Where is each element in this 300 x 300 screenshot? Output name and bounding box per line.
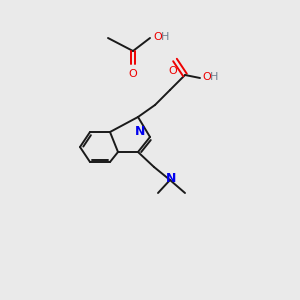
- Text: N: N: [166, 172, 176, 185]
- Text: O: O: [153, 32, 162, 42]
- Text: H: H: [210, 72, 218, 82]
- Text: N: N: [135, 125, 145, 138]
- Text: O: O: [129, 69, 137, 79]
- Text: H: H: [161, 32, 170, 42]
- Text: O: O: [202, 72, 211, 82]
- Text: O: O: [169, 66, 177, 76]
